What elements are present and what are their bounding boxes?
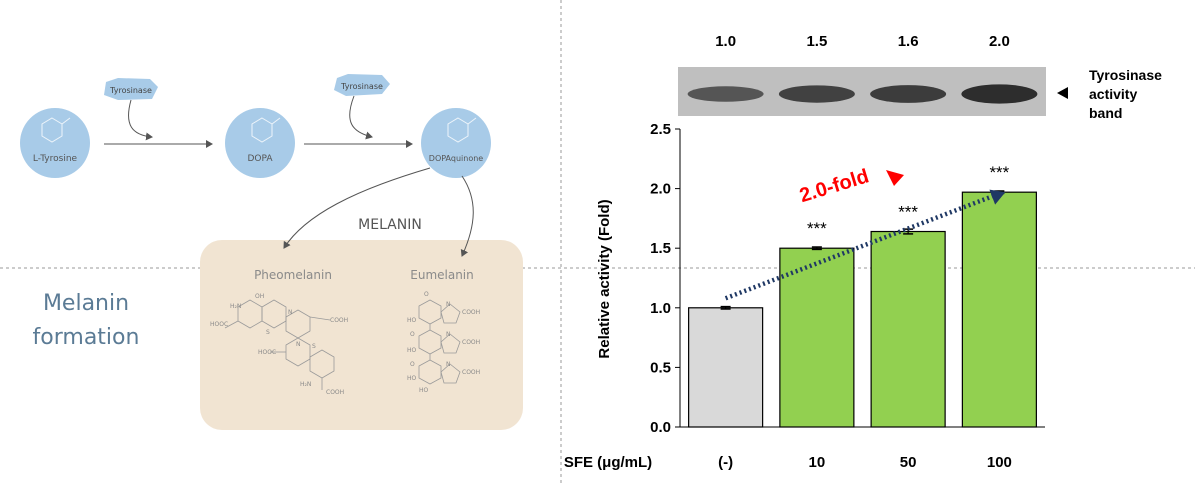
pheomelanin-structure-icon xyxy=(224,299,335,390)
enzyme-blob-1 xyxy=(104,78,158,100)
melanin-pathway-diagram: L-Tyrosine DOPA DOPAquinone Tyrosinase T… xyxy=(20,74,523,430)
x-tick-label: 100 xyxy=(987,454,1012,471)
svg-text:HOOC: HOOC xyxy=(258,349,276,356)
arrow-to-eumelanin xyxy=(460,175,474,257)
y-tick-label: 2.5 xyxy=(650,121,671,138)
ring-structure-icon xyxy=(41,117,477,143)
x-tick-label: 10 xyxy=(809,454,826,471)
y-axis-title: Relative activity (Fold) xyxy=(596,199,613,358)
dopaquinone-node xyxy=(421,108,491,178)
trend-arrow xyxy=(724,189,1006,301)
svg-text:O: O xyxy=(410,361,415,368)
svg-text:O: O xyxy=(424,291,429,298)
blot-band xyxy=(778,85,855,103)
enzyme-label-2: Tyrosinase xyxy=(340,82,383,91)
enzyme-arrow-2 xyxy=(349,95,373,140)
svg-text:N: N xyxy=(446,301,451,308)
x-tick-label: (-) xyxy=(718,454,733,471)
blot-band xyxy=(870,85,947,103)
eumelanin-group-labels: O HO O HO N COOH O HO N COOH HO N COOH xyxy=(407,291,480,394)
blot-value: 1.0 xyxy=(715,33,736,50)
x-tick-label: 50 xyxy=(900,454,917,471)
blot-label-line3: band xyxy=(1089,105,1122,121)
svg-text:HOOC: HOOC xyxy=(210,321,228,328)
svg-text:N: N xyxy=(288,309,293,316)
western-blot: 1.0 1.5 1.6 2.0 Tyrosinase activity band xyxy=(678,33,1162,121)
blot-value: 2.0 xyxy=(989,33,1010,50)
y-tick-label: 1.5 xyxy=(650,240,671,257)
svg-text:COOH: COOH xyxy=(330,317,348,324)
enzyme-label-1: Tyrosinase xyxy=(109,86,152,95)
blot-label-line1: Tyrosinase xyxy=(1089,67,1162,83)
dopa-node xyxy=(225,108,295,178)
blot-band xyxy=(687,86,764,102)
svg-text:OH: OH xyxy=(255,293,264,300)
svg-text:HO: HO xyxy=(407,317,417,324)
melanin-box xyxy=(200,240,523,430)
dopaquinone-label: DOPAquinone xyxy=(429,154,484,163)
svg-text:HO: HO xyxy=(407,375,417,382)
eumelanin-label: Eumelanin xyxy=(410,268,474,282)
svg-text:H₂N: H₂N xyxy=(230,303,241,310)
y-tick-label: 0.5 xyxy=(650,359,671,376)
pheomelanin-group-labels: H₂N OH HOOC S N COOH H₂N S N COOH HOOC xyxy=(210,293,348,396)
bar-chart: 0.00.51.01.52.02.5 ********* (-) 10 50 100 … xyxy=(564,121,1045,471)
trend-arrowhead-icon xyxy=(989,189,1006,205)
blot-value: 1.5 xyxy=(806,33,827,50)
svg-text:N: N xyxy=(446,361,451,368)
enzyme-blob-2 xyxy=(334,74,390,96)
svg-text:S: S xyxy=(266,329,270,336)
svg-text:HO: HO xyxy=(419,387,429,394)
significance-label: *** xyxy=(989,163,1009,182)
l-tyrosine-label: L-Tyrosine xyxy=(33,154,78,164)
red-triangle-icon xyxy=(886,170,904,186)
left-triangle-icon xyxy=(1057,87,1068,99)
enzyme-arrow-1 xyxy=(128,99,153,141)
l-tyrosine-node xyxy=(20,108,90,178)
significance-label: *** xyxy=(807,219,827,238)
svg-text:S: S xyxy=(312,343,316,350)
pheomelanin-label: Pheomelanin xyxy=(254,268,332,282)
bar xyxy=(779,247,855,428)
dopa-label: DOPA xyxy=(247,154,273,164)
svg-text:O: O xyxy=(410,331,415,338)
svg-text:COOH: COOH xyxy=(326,389,344,396)
arrow-to-pheomelanin xyxy=(283,167,431,249)
blot-label-line2: activity xyxy=(1089,86,1137,102)
x-axis-title: SFE (μg/mL) xyxy=(564,454,652,471)
bar xyxy=(961,191,1037,428)
svg-text:H₂N: H₂N xyxy=(300,381,311,388)
fold-annotation: 2.0-fold xyxy=(797,165,871,207)
blot-bands xyxy=(687,84,1038,104)
melanin-label: MELANIN xyxy=(358,217,422,233)
x-tick-labels: (-) 10 50 100 xyxy=(718,454,1012,471)
svg-text:COOH: COOH xyxy=(462,309,480,316)
svg-text:N: N xyxy=(296,341,301,348)
blot-band xyxy=(961,84,1038,104)
svg-text:HO: HO xyxy=(407,347,417,354)
significance-label: *** xyxy=(898,203,918,222)
side-title-line1: Melanin xyxy=(43,291,129,316)
svg-text:N: N xyxy=(446,331,451,338)
y-tick-label: 0.0 xyxy=(650,419,671,436)
y-tick-label: 1.0 xyxy=(650,300,671,317)
blot-values: 1.0 1.5 1.6 2.0 xyxy=(715,33,1010,50)
bar xyxy=(688,307,764,428)
bar xyxy=(870,230,946,428)
svg-text:COOH: COOH xyxy=(462,369,480,376)
y-tick-label: 2.0 xyxy=(650,181,671,198)
side-title-line2: formation xyxy=(33,325,140,350)
trend-line xyxy=(724,193,997,301)
eumelanin-structure-icon xyxy=(418,299,461,385)
bars: *** *** *** xyxy=(688,163,1037,428)
blot-value: 1.6 xyxy=(898,33,919,50)
svg-text:COOH: COOH xyxy=(462,339,480,346)
